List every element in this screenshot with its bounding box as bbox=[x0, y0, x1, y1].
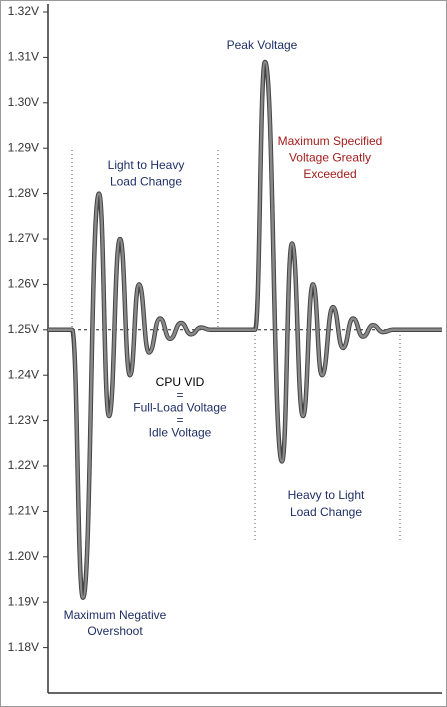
annotation: Load Change bbox=[110, 175, 182, 189]
annotation: Peak Voltage bbox=[227, 38, 298, 52]
y-tick-label: 1.30V bbox=[8, 95, 39, 109]
annotation: Exceeded bbox=[303, 167, 356, 181]
y-tick-label: 1.25V bbox=[8, 322, 39, 336]
y-tick-label: 1.32V bbox=[8, 4, 39, 18]
y-tick-label: 1.29V bbox=[8, 140, 39, 154]
y-tick-label: 1.26V bbox=[8, 277, 39, 291]
annotation: Idle Voltage bbox=[149, 426, 212, 440]
annotation: Load Change bbox=[290, 505, 362, 519]
annotation: Light to Heavy bbox=[108, 158, 185, 172]
y-tick-label: 1.23V bbox=[8, 413, 39, 427]
annotation: Voltage Greatly bbox=[289, 151, 371, 165]
annotation: Maximum Specified bbox=[278, 134, 383, 148]
y-tick-label: 1.18V bbox=[8, 640, 39, 654]
y-tick-label: 1.22V bbox=[8, 458, 39, 472]
y-tick-label: 1.20V bbox=[8, 549, 39, 563]
annotation: Heavy to Light bbox=[288, 488, 365, 502]
y-tick-label: 1.24V bbox=[8, 367, 39, 381]
annotation: Maximum Negative bbox=[64, 608, 167, 622]
y-tick-label: 1.27V bbox=[8, 231, 39, 245]
annotation: = bbox=[176, 388, 183, 402]
voltage-line-core bbox=[47, 60, 442, 599]
y-tick-label: 1.19V bbox=[8, 594, 39, 608]
annotation: Overshoot bbox=[87, 624, 143, 638]
annotation: Full-Load Voltage bbox=[133, 401, 227, 415]
annotation: = bbox=[176, 413, 183, 427]
y-tick-label: 1.31V bbox=[8, 50, 39, 64]
annotation: CPU VID bbox=[156, 375, 205, 389]
y-tick-label: 1.21V bbox=[8, 504, 39, 518]
y-tick-label: 1.28V bbox=[8, 186, 39, 200]
